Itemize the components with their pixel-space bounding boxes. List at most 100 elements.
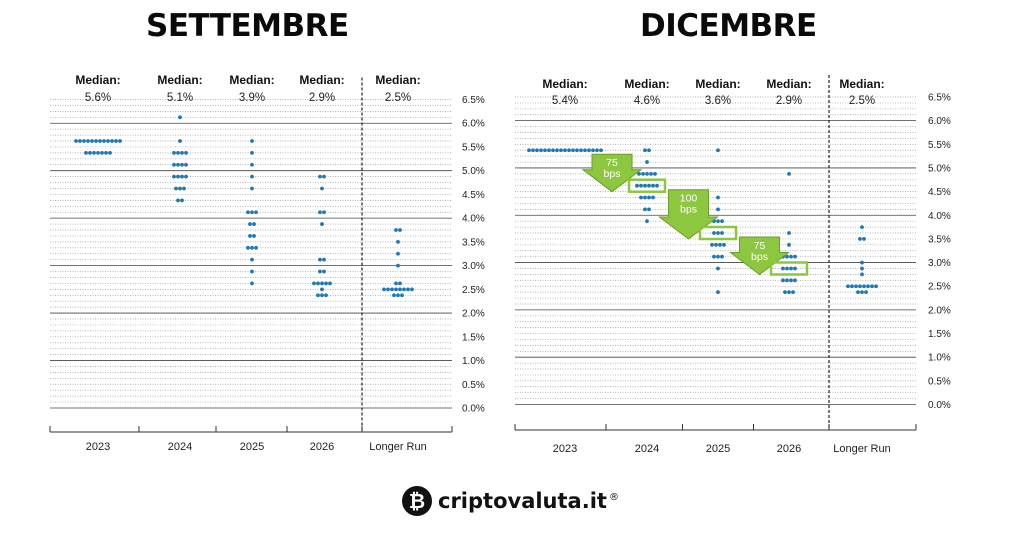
dot — [787, 290, 791, 295]
dot — [396, 263, 400, 268]
dot — [645, 160, 649, 164]
dot — [643, 195, 647, 200]
dot — [84, 150, 88, 155]
dot — [250, 139, 254, 143]
dot — [781, 278, 785, 283]
dot — [651, 195, 655, 200]
dot — [316, 293, 320, 298]
dot — [382, 287, 386, 292]
cut-unit-label: bps — [604, 168, 621, 180]
dot — [184, 174, 188, 179]
dot — [641, 171, 645, 176]
dot — [785, 278, 789, 283]
dot — [406, 287, 410, 292]
y-tick-label: 2.0% — [462, 309, 485, 320]
x-category-label: 2026 — [310, 441, 334, 453]
dot — [793, 266, 797, 271]
median-value: 2.5% — [849, 95, 875, 107]
dots — [74, 115, 414, 298]
dot — [410, 287, 414, 292]
dot — [386, 287, 390, 292]
dot — [250, 162, 254, 167]
dot — [653, 171, 657, 176]
dot — [94, 139, 98, 143]
dot — [172, 174, 176, 179]
dot — [180, 198, 184, 203]
registered-mark: ® — [608, 492, 619, 503]
dot — [184, 150, 188, 155]
dot — [785, 266, 789, 271]
median-value: 2.9% — [776, 95, 802, 107]
median-value: 5.6% — [85, 92, 111, 104]
dot — [655, 183, 659, 188]
y-tick-label: 1.0% — [462, 356, 485, 367]
dot — [394, 228, 398, 232]
dot — [639, 195, 643, 200]
dot — [252, 234, 256, 238]
median-label: Median: — [157, 73, 202, 87]
dot — [860, 266, 864, 271]
dot — [178, 115, 182, 120]
median-value: 5.1% — [167, 92, 193, 104]
x-category-label: Longer Run — [833, 443, 891, 455]
dot — [579, 148, 583, 153]
dot — [254, 245, 258, 250]
dot — [174, 186, 178, 191]
dot — [787, 242, 791, 247]
dot — [645, 219, 649, 224]
y-tick-label: 3.5% — [462, 237, 485, 248]
dot — [583, 148, 587, 153]
y-tick-label: 4.0% — [928, 211, 951, 222]
median-value: 3.9% — [239, 92, 265, 104]
dot — [250, 210, 254, 215]
y-tick-label: 5.0% — [462, 166, 485, 177]
dot — [716, 195, 720, 200]
dot — [182, 186, 186, 191]
dot — [874, 284, 878, 289]
cut-unit-label: bps — [680, 204, 697, 216]
dot — [184, 162, 188, 167]
dot — [318, 257, 322, 262]
dot — [176, 198, 180, 203]
dot — [96, 150, 100, 155]
dot — [248, 234, 252, 238]
median-value: 2.9% — [309, 92, 335, 104]
dot — [250, 150, 254, 155]
dot — [858, 284, 862, 289]
dot — [312, 281, 316, 286]
dot — [716, 207, 720, 212]
median-value: 4.6% — [634, 95, 660, 107]
dot — [318, 269, 322, 274]
median-highlight-box — [698, 225, 738, 241]
dot — [250, 281, 254, 286]
x-category-label: 2025 — [240, 441, 264, 453]
dot — [396, 293, 400, 298]
dot — [559, 148, 563, 153]
y-tick-label: 4.5% — [928, 187, 951, 198]
dot — [793, 254, 797, 259]
dot — [643, 207, 647, 212]
median-label: Median: — [375, 73, 420, 87]
dot — [106, 139, 110, 143]
dot — [785, 254, 789, 259]
dot — [92, 150, 96, 155]
median-highlight-box — [769, 261, 809, 276]
dot — [850, 284, 854, 289]
median-highlight-box — [627, 178, 667, 193]
dot — [110, 139, 114, 143]
y-tick-label: 3.5% — [928, 234, 951, 245]
dot — [390, 287, 394, 292]
y-tick-label: 2.0% — [928, 305, 951, 316]
dot — [791, 290, 795, 295]
dot — [860, 290, 864, 295]
dots — [527, 148, 878, 295]
dot — [322, 210, 326, 215]
y-tick-label: 6.0% — [462, 119, 485, 130]
dot — [118, 139, 122, 143]
dot — [716, 219, 720, 224]
dot — [563, 148, 567, 153]
dot — [328, 281, 332, 286]
dot — [322, 174, 326, 179]
dot — [789, 278, 793, 283]
dot — [172, 150, 176, 155]
